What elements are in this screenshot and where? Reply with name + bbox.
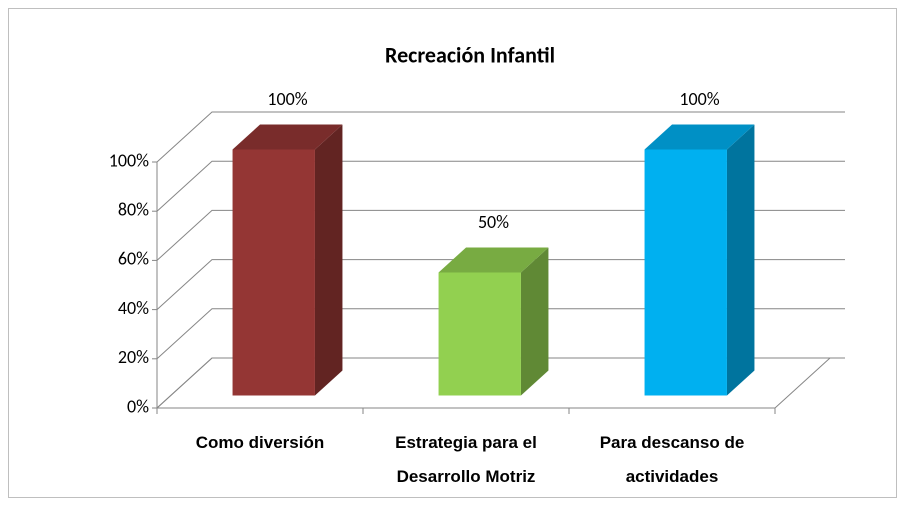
bar-top [438,247,549,273]
value-label: 100% [267,88,307,110]
grid-line [156,111,845,163]
bar [232,149,315,396]
grid-line [156,209,845,261]
bar [644,149,727,396]
grid-line [156,357,845,409]
grid-line [156,160,845,212]
y-tick-label: 40% [118,297,149,319]
bar-side [314,124,343,396]
y-tick-label: 20% [118,346,149,368]
value-label: 50% [478,211,509,233]
x-tick-label: Como diversión [195,433,325,452]
grid-line [156,308,845,360]
bar-top [232,124,343,150]
x-tick-label: Estrategia para el Desarrollo Motriz [395,433,537,486]
grid-line [156,259,845,310]
bar-side [726,124,755,396]
y-tick-label: 80% [118,198,149,220]
y-tick-label: 60% [118,248,149,270]
value-label: 100% [679,88,719,110]
bar-side [520,247,549,396]
y-tick-label: 0% [127,395,149,417]
y-tick-label: 100% [109,149,149,171]
bar [438,272,521,396]
bar-top [644,124,755,150]
chart-title: Recreación Infantil [385,41,555,68]
x-tick-label: Para descanso de actividades [599,433,745,486]
